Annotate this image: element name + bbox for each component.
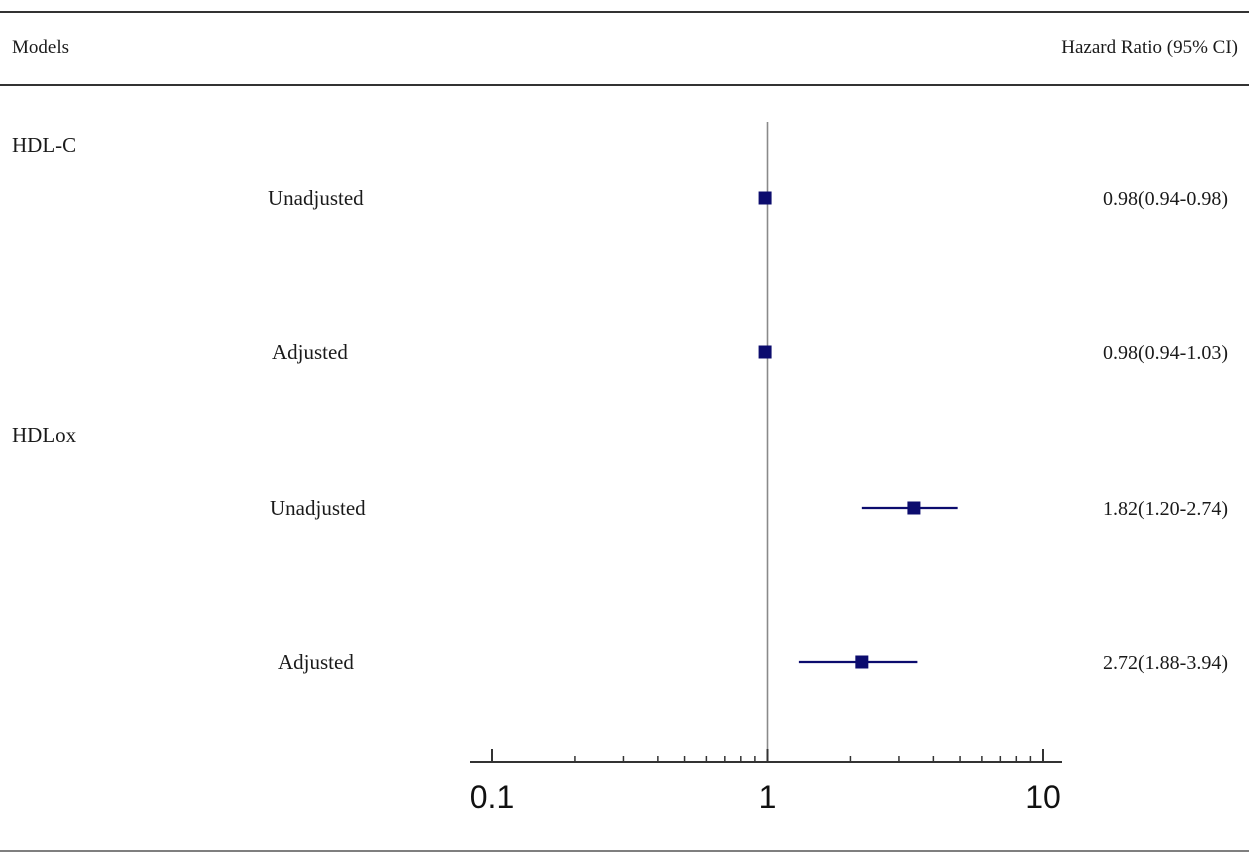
row-label: Unadjusted — [268, 186, 364, 210]
hazard-ratio-value: 0.98(0.94-1.03) — [1103, 342, 1228, 364]
group-label-hdlox: HDLox — [12, 423, 77, 447]
point-estimate — [855, 655, 869, 669]
x-tick-label: 0.1 — [470, 779, 514, 815]
row-label: Adjusted — [278, 650, 354, 674]
hazard-ratio-value: 1.82(1.20-2.74) — [1103, 498, 1228, 520]
forest-rows: Unadjusted 0.98(0.94-0.98) Adjusted 0.98(0.… — [268, 186, 1228, 674]
x-tick-label: 10 — [1025, 779, 1061, 815]
hazard-ratio-value: 2.72(1.88-3.94) — [1103, 652, 1228, 674]
x-tick-label: 1 — [759, 779, 777, 815]
point-estimate — [907, 501, 921, 515]
hazard-ratio-header: Hazard Ratio (95% CI) — [1061, 37, 1238, 58]
models-header: Models — [12, 37, 69, 58]
row-label: Adjusted — [272, 340, 348, 364]
group-label-hdl-c: HDL-C — [12, 133, 76, 157]
hazard-ratio-value: 0.98(0.94-0.98) — [1103, 188, 1228, 210]
point-estimate — [758, 191, 772, 205]
x-axis: 0.1 1 10 — [470, 749, 1062, 815]
point-estimate — [758, 345, 772, 359]
row-label: Unadjusted — [270, 496, 366, 520]
